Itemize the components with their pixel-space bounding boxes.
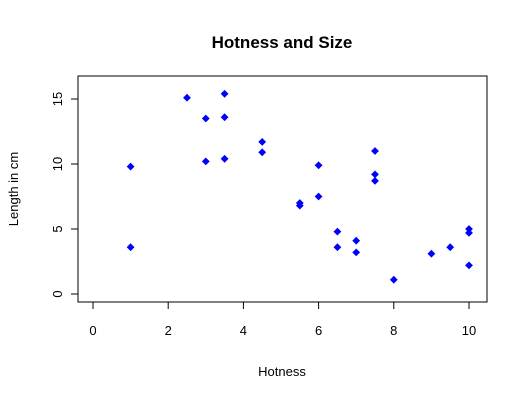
data-point [352, 248, 361, 257]
y-tick-label: 10 [50, 157, 65, 171]
plot-area-frame [77, 75, 488, 303]
x-tick-label: 2 [165, 323, 172, 338]
y-tick-label: 5 [50, 225, 65, 232]
data-point [371, 147, 379, 155]
x-tick-label: 4 [240, 323, 247, 338]
data-point [126, 162, 135, 171]
chart-title: Hotness and Size [212, 33, 353, 52]
data-point [427, 249, 436, 258]
y-tick-label: 15 [50, 92, 65, 106]
data-point [258, 137, 267, 146]
data-point [126, 243, 135, 252]
data-point [201, 114, 210, 123]
data-point [314, 161, 323, 170]
data-point [465, 228, 473, 237]
x-axis-label: Hotness [258, 364, 306, 379]
data-point [258, 148, 267, 157]
data-point [465, 261, 473, 270]
data-point [389, 275, 398, 284]
data-point [446, 243, 455, 252]
data-point [220, 89, 229, 98]
data-point [314, 192, 323, 201]
x-tick-label: 10 [462, 323, 476, 338]
x-tick-label: 6 [315, 323, 322, 338]
data-point [201, 157, 210, 166]
x-tick-label: 8 [390, 323, 397, 338]
data-points [126, 89, 473, 284]
y-axis: 0 5 10 15 [50, 92, 79, 298]
data-point [371, 170, 379, 179]
y-tick-label: 0 [50, 290, 65, 297]
x-axis: 0 2 4 6 8 10 [89, 301, 476, 338]
data-point [333, 243, 342, 252]
data-point [183, 93, 191, 102]
data-point [333, 227, 342, 236]
data-point [352, 236, 361, 245]
x-tick-label: 0 [89, 323, 96, 338]
data-point [220, 113, 229, 122]
data-point [371, 176, 379, 185]
y-axis-label: Length in cm [6, 152, 21, 226]
data-point [220, 154, 229, 163]
data-point [295, 201, 304, 210]
